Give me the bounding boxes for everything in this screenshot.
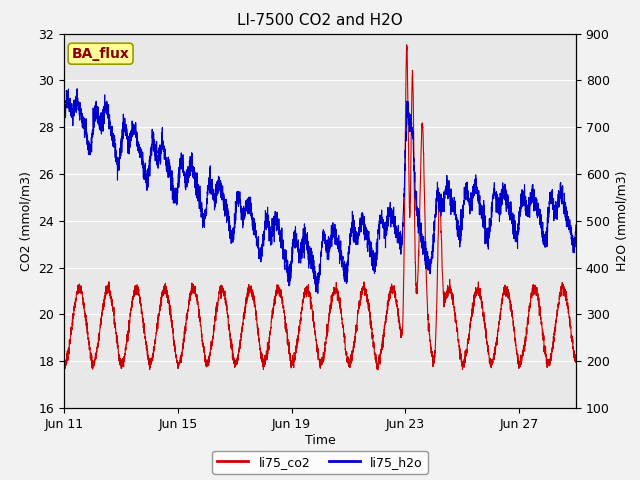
- li75_co2: [572, 359, 580, 365]
- li75_co2: [370, 342, 378, 348]
- li75_co2: [374, 367, 381, 373]
- li75_co2: [379, 336, 387, 342]
- Line: li75_co2: li75_co2: [64, 45, 576, 370]
- li75_co2: [403, 42, 410, 48]
- li75_h2o: [170, 188, 178, 193]
- li75_h2o: [572, 222, 580, 228]
- Y-axis label: H2O (mmol/m3): H2O (mmol/m3): [615, 170, 628, 271]
- li75_h2o: [204, 201, 211, 207]
- Legend: li75_co2, li75_h2o: li75_co2, li75_h2o: [212, 451, 428, 474]
- Line: li75_h2o: li75_h2o: [64, 89, 576, 293]
- li75_h2o: [73, 86, 81, 92]
- li75_h2o: [370, 257, 378, 263]
- li75_h2o: [379, 220, 387, 226]
- li75_h2o: [572, 222, 580, 228]
- li75_h2o: [60, 126, 68, 132]
- X-axis label: Time: Time: [305, 433, 335, 446]
- li75_co2: [572, 360, 580, 365]
- Y-axis label: CO2 (mmol/m3): CO2 (mmol/m3): [20, 171, 33, 271]
- li75_h2o: [314, 290, 322, 296]
- li75_co2: [524, 319, 531, 325]
- Text: BA_flux: BA_flux: [72, 47, 129, 60]
- li75_co2: [60, 357, 68, 362]
- li75_co2: [170, 336, 177, 342]
- li75_h2o: [524, 208, 531, 214]
- Title: LI-7500 CO2 and H2O: LI-7500 CO2 and H2O: [237, 13, 403, 28]
- li75_co2: [203, 357, 211, 362]
